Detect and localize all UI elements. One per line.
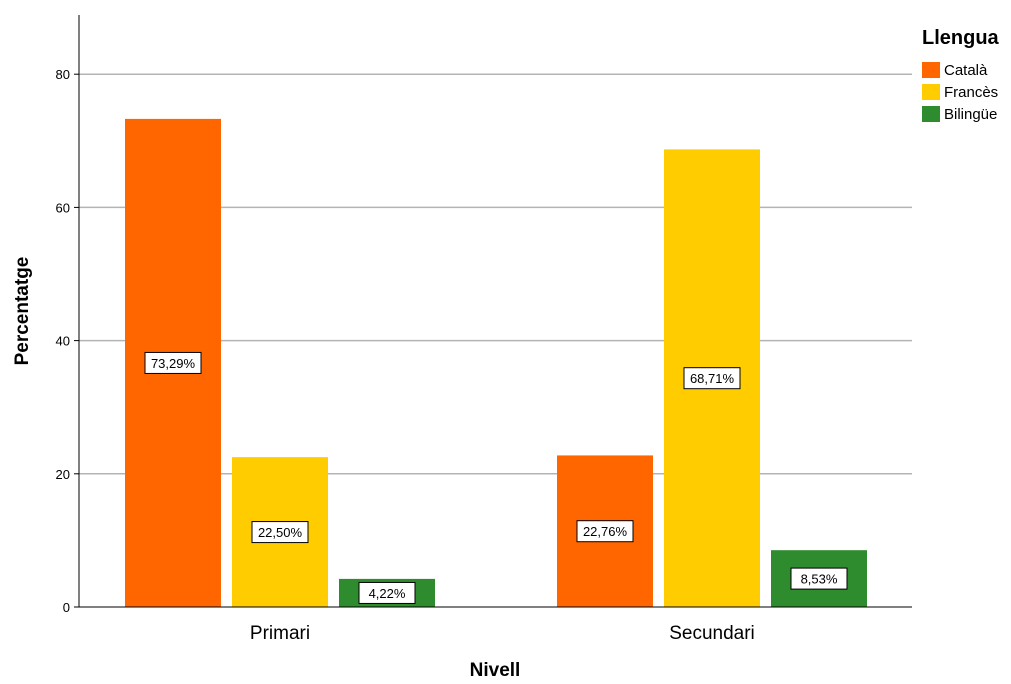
legend-item-label: Francès — [944, 84, 998, 101]
y-tick-label: 40 — [56, 334, 70, 349]
legend-item-label: Bilingüe — [944, 106, 997, 123]
legend-title: Llengua — [922, 27, 1000, 49]
legend: Llengua Català Francès Bilingüe — [922, 27, 1000, 123]
legend-item-label: Català — [944, 62, 988, 79]
data-label: 73,29% — [151, 356, 196, 371]
x-axis-title: Nivell — [470, 660, 521, 681]
y-axis-title: Percentatge — [12, 257, 33, 366]
y-tick-label: 60 — [56, 200, 70, 215]
data-label: 22,76% — [583, 524, 628, 539]
data-label: 22,50% — [258, 525, 303, 540]
legend-swatch — [922, 106, 940, 122]
x-category-label: Secundari — [669, 623, 755, 644]
legend-swatch — [922, 84, 940, 100]
y-tick-label: 80 — [56, 67, 70, 82]
y-ticks: 0 20 40 60 80 — [56, 67, 79, 615]
x-category-label: Primari — [250, 623, 310, 644]
data-label: 8,53% — [801, 572, 838, 587]
y-tick-label: 0 — [63, 600, 70, 615]
data-label: 4,22% — [369, 586, 406, 601]
bars — [125, 119, 867, 607]
y-tick-label: 20 — [56, 467, 70, 482]
x-categories: Primari Secundari — [250, 623, 755, 644]
legend-swatch — [922, 62, 940, 78]
data-label: 68,71% — [690, 371, 735, 386]
